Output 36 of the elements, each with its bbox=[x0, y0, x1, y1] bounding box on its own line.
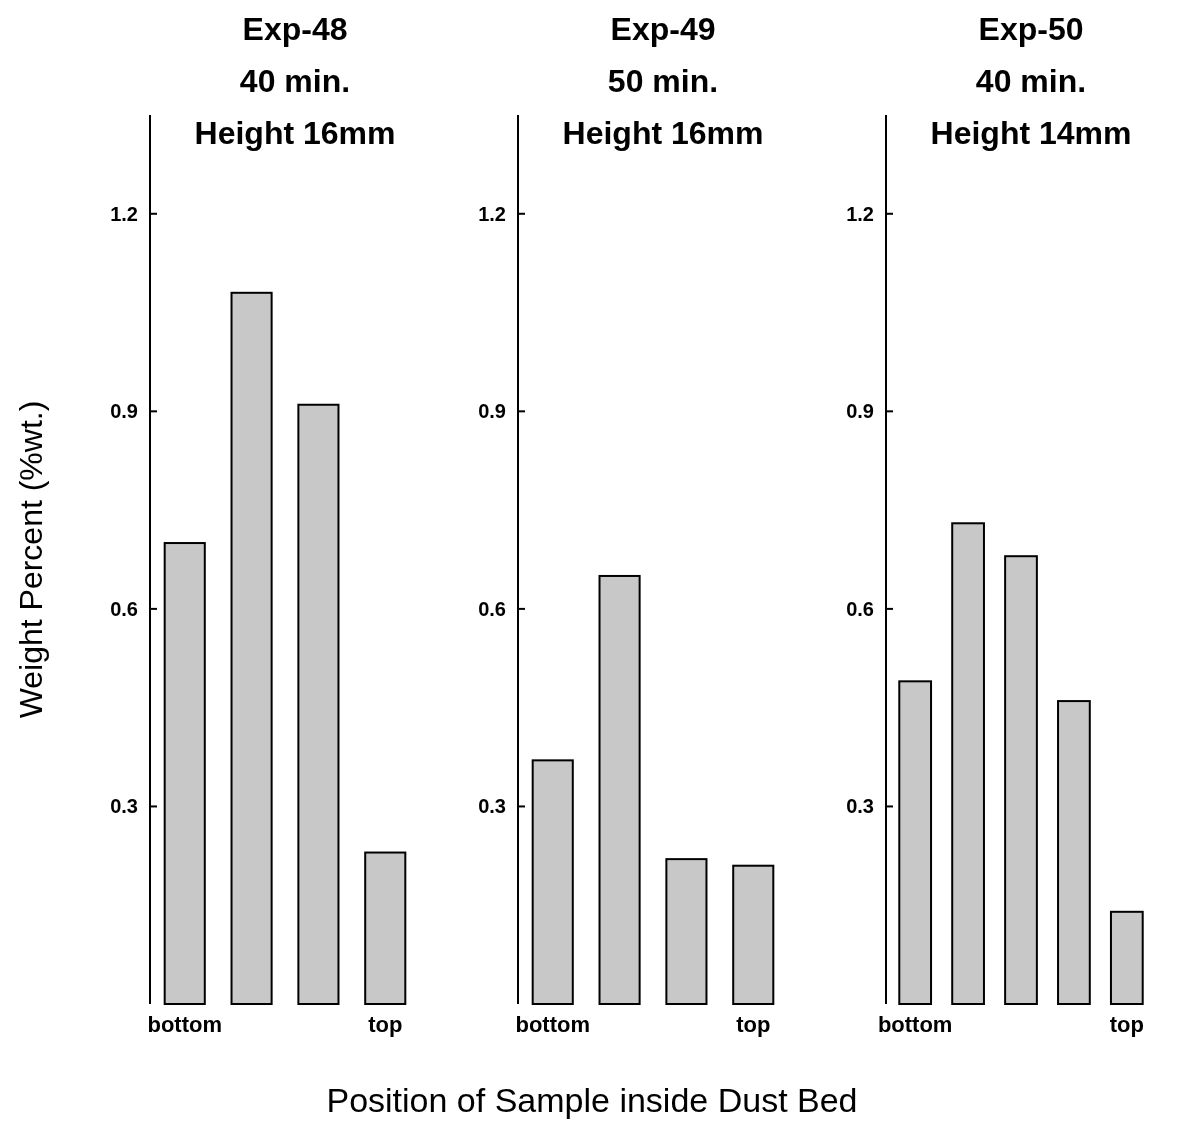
bar bbox=[1057, 700, 1091, 1005]
bar bbox=[665, 858, 708, 1005]
x-tick-label: top bbox=[1109, 1012, 1144, 1037]
bar bbox=[163, 542, 206, 1005]
bar bbox=[297, 403, 340, 1005]
y-tick-label: 0.3 bbox=[846, 795, 874, 818]
x-axis-title: Position of Sample inside Dust Bed bbox=[326, 1081, 858, 1119]
x-tick-label: bottom bbox=[515, 1012, 590, 1037]
y-tick-label: 1.2 bbox=[478, 202, 506, 225]
x-tick-label: bottom bbox=[877, 1012, 953, 1037]
y-axis-title: Weight Percent (%wt.) bbox=[13, 400, 49, 719]
y-tick-label: 0.3 bbox=[478, 795, 506, 818]
x-tick-label: top bbox=[368, 1012, 403, 1037]
chart-title: Exp-49 50 min. Height 16mm bbox=[562, 11, 764, 151]
chart-title: Exp-50 40 min. Height 14mm bbox=[930, 11, 1132, 151]
y-tick-label: 1.2 bbox=[110, 202, 138, 225]
bar bbox=[230, 291, 273, 1005]
y-tick-label: 0.6 bbox=[110, 597, 138, 620]
bar bbox=[1109, 910, 1144, 1005]
y-tick-label: 0.6 bbox=[846, 597, 874, 620]
bar bbox=[531, 759, 574, 1005]
y-tick-label: 0.9 bbox=[110, 400, 138, 423]
x-tick-label: bottom bbox=[147, 1012, 222, 1037]
bar bbox=[951, 522, 985, 1005]
bar bbox=[732, 864, 775, 1005]
y-tick-label: 0.3 bbox=[110, 795, 138, 818]
x-tick-label: top bbox=[736, 1012, 771, 1037]
y-tick-label: 0.9 bbox=[846, 400, 874, 423]
bar bbox=[598, 574, 641, 1005]
bar bbox=[1004, 555, 1038, 1005]
y-tick-label: 1.2 bbox=[846, 202, 874, 225]
chart-title: Exp-48 40 min. Height 16mm bbox=[194, 11, 396, 151]
y-tick-label: 0.9 bbox=[478, 400, 506, 423]
y-tick-label: 0.6 bbox=[478, 597, 506, 620]
bar bbox=[364, 851, 407, 1005]
bar bbox=[898, 680, 933, 1005]
